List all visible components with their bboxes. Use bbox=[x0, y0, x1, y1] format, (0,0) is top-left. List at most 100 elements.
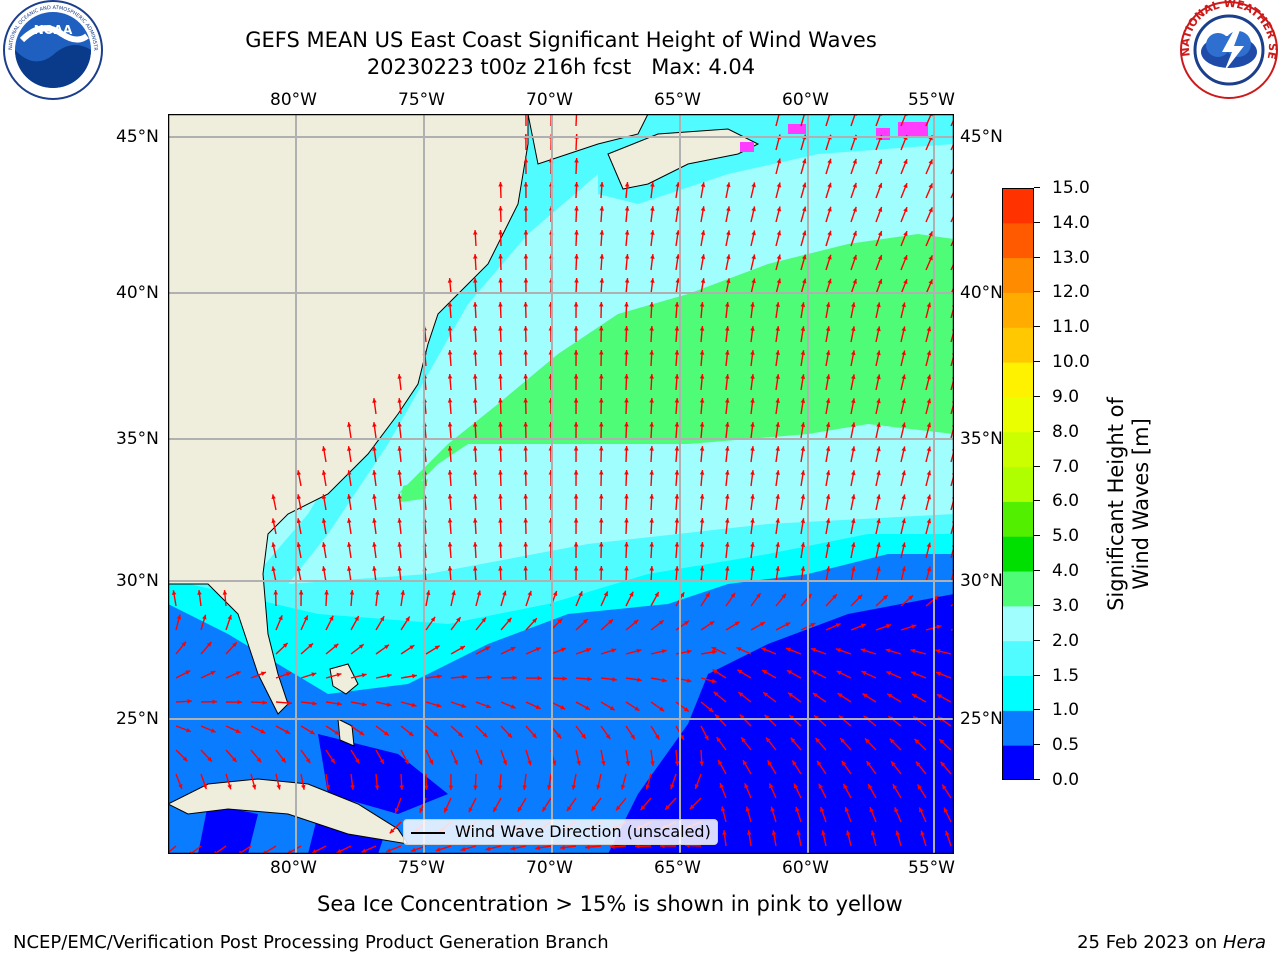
wave-direction-arrowhead bbox=[472, 518, 478, 523]
wave-direction-arrowhead bbox=[347, 422, 352, 427]
colorbar-tick-mark bbox=[1034, 535, 1040, 537]
wave-direction-arrowhead bbox=[811, 670, 817, 675]
wave-direction-arrowhead bbox=[486, 703, 491, 709]
wave-direction-arrowhead bbox=[725, 566, 730, 571]
wave-direction-arrowhead bbox=[912, 694, 918, 699]
wave-direction-arrowhead bbox=[571, 784, 577, 790]
wave-direction-arrowhead bbox=[397, 446, 402, 451]
wave-direction-arrowhead bbox=[726, 206, 731, 212]
wave-direction-arrowhead bbox=[560, 845, 565, 850]
colorbar-swatch bbox=[1002, 710, 1034, 746]
wave-direction-arrowhead bbox=[800, 542, 806, 547]
wave-direction-arrowhead bbox=[523, 326, 528, 331]
wave-direction-arrowhead bbox=[510, 647, 516, 652]
wave-direction-arrowhead bbox=[547, 785, 552, 790]
wave-direction-arrowhead bbox=[800, 302, 806, 307]
wave-direction-arrowhead bbox=[675, 254, 680, 259]
wave-direction-arrowhead bbox=[699, 326, 705, 331]
wave-direction-arrowhead bbox=[852, 230, 857, 236]
wave-direction-arrowhead bbox=[202, 784, 207, 790]
wave-direction-arrowhead bbox=[573, 566, 579, 571]
wave-direction-arrowhead bbox=[573, 374, 579, 379]
wave-direction-arrowhead bbox=[447, 422, 453, 427]
wave-direction-arrowhead bbox=[523, 350, 528, 355]
wave-direction-arrowhead bbox=[825, 518, 831, 524]
wave-direction-arrowhead bbox=[347, 446, 352, 451]
wave-direction-arrowhead bbox=[444, 807, 449, 813]
wave-direction-arrowhead bbox=[611, 648, 617, 653]
colorbar-tick-mark bbox=[1034, 674, 1040, 676]
wave-direction-arrowhead bbox=[601, 760, 606, 766]
wave-direction-arrowhead bbox=[305, 758, 311, 764]
wave-direction-arrowhead bbox=[741, 737, 746, 743]
wave-direction-arrowhead bbox=[324, 590, 329, 595]
wave-direction-arrowhead bbox=[914, 738, 920, 744]
wave-direction-arrowhead bbox=[876, 422, 881, 428]
wave-direction-arrowhead bbox=[603, 591, 608, 597]
wave-direction-arrowhead bbox=[744, 783, 749, 789]
wave-direction-arrowhead bbox=[394, 808, 400, 813]
sea-ice-patch bbox=[788, 124, 806, 134]
wave-direction-arrowhead bbox=[171, 590, 177, 595]
wave-direction-arrowhead bbox=[796, 830, 802, 836]
wave-direction-arrowhead bbox=[935, 649, 941, 654]
colorbar-swatch bbox=[1002, 396, 1034, 433]
wave-direction-arrowhead bbox=[866, 761, 871, 767]
wave-direction-arrowhead bbox=[882, 595, 888, 600]
wave-direction-arrowhead bbox=[411, 702, 417, 708]
wave-direction-arrowhead bbox=[712, 649, 717, 655]
wave-direction-arrowhead bbox=[510, 704, 516, 709]
wave-direction-arrowhead bbox=[185, 670, 191, 675]
wave-direction-arrowhead bbox=[800, 566, 806, 571]
wave-direction-arrowhead bbox=[566, 806, 572, 812]
wave-direction-arrowhead bbox=[837, 693, 843, 698]
wave-direction-arrowhead bbox=[347, 566, 352, 571]
wave-direction-arrowhead bbox=[478, 759, 483, 765]
wave-direction-arrowhead bbox=[801, 278, 807, 284]
wave-direction-arrow bbox=[950, 213, 954, 223]
wave-direction-arrowhead bbox=[801, 230, 807, 236]
wave-direction-arrowhead bbox=[846, 830, 851, 836]
wave-direction-arrowhead bbox=[926, 398, 932, 404]
wave-direction-arrowhead bbox=[212, 699, 217, 704]
wave-direction-arrowhead bbox=[789, 715, 795, 720]
wave-direction-arrowhead bbox=[502, 590, 507, 596]
wave-direction-arrowhead bbox=[747, 830, 752, 835]
wave-direction-arrowhead bbox=[355, 758, 360, 764]
wave-direction-arrowhead bbox=[522, 785, 527, 790]
wave-direction-arrowhead bbox=[895, 830, 900, 836]
wave-direction-arrowhead bbox=[447, 326, 453, 331]
wave-direction-arrowhead bbox=[775, 374, 780, 379]
wave-direction-arrowhead bbox=[877, 279, 883, 284]
wave-direction-arrowhead bbox=[751, 278, 756, 284]
wave-direction-arrowhead bbox=[334, 730, 340, 735]
wave-direction-arrowhead bbox=[599, 230, 605, 235]
wave-direction-arrowhead bbox=[776, 182, 782, 188]
wave-direction-arrowhead bbox=[887, 693, 893, 699]
wave-direction-arrowhead bbox=[476, 590, 482, 596]
footer-date: 25 Feb 2023 on bbox=[1077, 932, 1223, 953]
wave-direction-arrowhead bbox=[262, 700, 267, 705]
wave-direction-arrowhead bbox=[333, 643, 339, 649]
wave-direction-arrowhead bbox=[928, 279, 933, 285]
wave-direction-arrowhead bbox=[827, 158, 832, 164]
wave-direction-arrowhead bbox=[506, 617, 512, 623]
wave-direction-arrowhead bbox=[645, 784, 650, 790]
colorbar-tick-mark bbox=[1034, 430, 1040, 432]
wave-direction-arrowhead bbox=[634, 706, 640, 711]
wave-direction-arrowhead bbox=[574, 182, 579, 187]
wave-direction-arrowhead bbox=[801, 158, 807, 164]
legend-line-sample bbox=[411, 832, 445, 834]
chart-title-line1: GEFS MEAN US East Coast Significant Heig… bbox=[245, 28, 877, 52]
wave-direction-arrowhead bbox=[298, 590, 304, 595]
wave-direction-arrowhead bbox=[926, 518, 932, 524]
wave-direction-arrowhead bbox=[781, 593, 786, 599]
wave-direction-arrowhead bbox=[260, 729, 266, 734]
wave-direction-arrowhead bbox=[557, 618, 563, 624]
colorbar-swatch bbox=[1002, 675, 1034, 711]
wave-direction-arrowhead bbox=[585, 705, 591, 710]
wave-direction-arrow bbox=[875, 114, 882, 127]
wave-direction-arrowhead bbox=[812, 692, 818, 698]
wave-direction-arrowhead bbox=[750, 494, 755, 499]
wave-direction-arrowhead bbox=[716, 737, 722, 743]
